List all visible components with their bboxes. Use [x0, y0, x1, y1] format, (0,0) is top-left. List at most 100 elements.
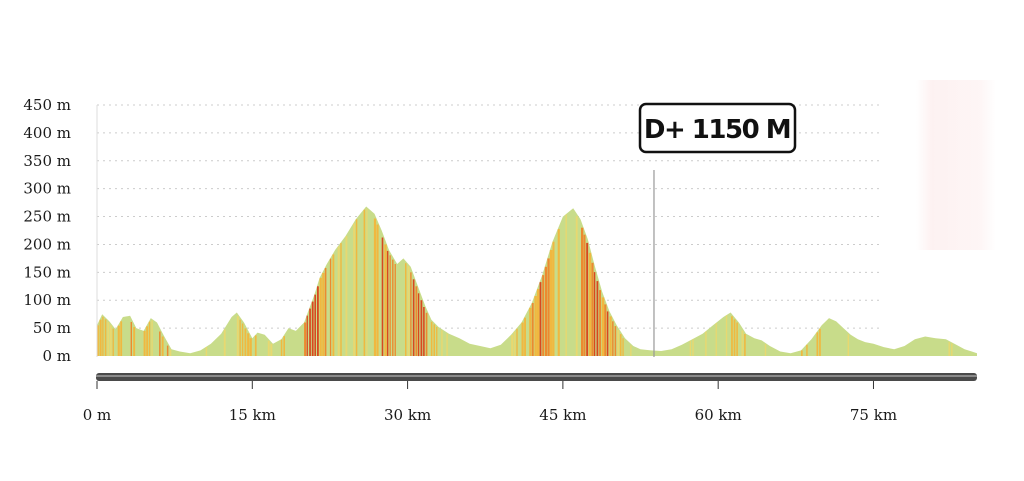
slope-stripe — [529, 307, 532, 356]
slope-stripe — [407, 266, 410, 356]
slope-stripe — [381, 237, 384, 356]
slope-stripe — [612, 321, 614, 356]
slope-stripe — [270, 343, 273, 356]
slope-stripe — [544, 266, 547, 356]
slope-stripe — [161, 336, 164, 356]
badge-text: D+ 1150 M — [644, 115, 790, 145]
slope-stripe — [283, 336, 285, 356]
slope-stripe — [386, 250, 389, 356]
slope-stripe — [764, 344, 767, 356]
x-axis-ticks: 0 m 15 km 30 km 45 km 60 km 75 km — [83, 381, 897, 424]
slope-stripe — [355, 219, 358, 356]
slope-stripe — [353, 223, 356, 356]
y-tick-label: 200 m — [23, 235, 71, 253]
slope-stripe — [304, 322, 307, 356]
slope-stripe — [244, 328, 247, 356]
slope-stripe — [547, 258, 550, 356]
slope-stripe — [513, 331, 516, 356]
slope-stripe — [581, 227, 584, 356]
slope-stripe — [617, 330, 620, 356]
x-tick-label: 30 km — [384, 406, 431, 424]
x-tick-label: 60 km — [695, 406, 742, 424]
slope-stripe — [575, 216, 578, 356]
slope-stripe — [102, 316, 104, 356]
slope-stripe — [593, 272, 596, 356]
slope-stripe — [801, 350, 803, 356]
slope-stripe — [309, 308, 311, 356]
slope-stripe — [117, 325, 120, 356]
slope-stripe — [311, 301, 314, 356]
slope-stripe — [340, 243, 342, 356]
slope-stripe — [604, 304, 607, 356]
slope-stripe — [614, 326, 617, 356]
slope-stripe — [337, 246, 340, 356]
grid-lines — [97, 104, 880, 329]
slope-stripe — [516, 328, 518, 356]
slope-stripe — [725, 315, 728, 356]
slope-stripe — [366, 208, 368, 356]
slope-stripe — [731, 316, 733, 356]
slope-stripe — [389, 255, 391, 356]
slope-stripe — [363, 209, 366, 356]
slope-stripe — [254, 335, 257, 356]
slope-stripe — [619, 334, 622, 356]
scroll-track-highlight — [96, 375, 977, 377]
slope-stripe — [531, 303, 534, 356]
slope-stripe — [205, 347, 208, 356]
slope-stripe — [317, 286, 319, 356]
slope-stripe — [249, 338, 252, 356]
elevation-area — [97, 206, 977, 357]
slope-stripe — [583, 234, 586, 356]
slope-stripe — [329, 258, 332, 356]
badge-frame — [638, 102, 797, 154]
y-axis-ticks: 0 m 50 m 100 m 150 m 200 m 250 m 300 m 350 m 400… — [23, 96, 71, 365]
slope-stripe — [104, 319, 107, 356]
slope-stripe — [542, 275, 545, 356]
slope-stripe — [314, 294, 316, 356]
y-tick-label: 350 m — [23, 152, 71, 170]
slope-stripe — [376, 224, 379, 356]
x-tick-label: 15 km — [229, 406, 276, 424]
slope-stripe — [847, 334, 849, 356]
slope-stripe — [436, 327, 438, 356]
slope-stripe — [744, 334, 746, 356]
slope-stripe — [511, 334, 514, 356]
slope-stripe — [394, 264, 396, 356]
slope-stripe — [236, 316, 239, 356]
slope-stripe — [159, 331, 161, 356]
slope-stripe — [392, 259, 394, 356]
slope-stripe — [606, 311, 609, 356]
slope-stripe — [736, 322, 738, 356]
slope-stripe — [130, 322, 132, 356]
slope-stripe — [430, 321, 433, 356]
slope-stripe — [410, 272, 412, 356]
slope-stripe — [112, 328, 114, 356]
slope-stripe — [107, 322, 110, 356]
slope-stripe — [948, 342, 950, 356]
slope-stripe — [166, 345, 169, 356]
slope-stripe — [588, 252, 592, 356]
slope-stripe — [267, 340, 270, 356]
slope-stripe — [169, 349, 172, 356]
slope-stripe — [120, 321, 123, 356]
slope-stripe — [586, 242, 589, 356]
x-tick-label: 45 km — [539, 406, 586, 424]
y-tick-label: 0 m — [42, 347, 71, 365]
slope-stripe — [441, 330, 443, 356]
slope-stripe — [591, 262, 594, 356]
slope-stripe — [433, 324, 435, 356]
x-tick-label: 0 m — [83, 406, 112, 424]
slope-stripe — [816, 332, 819, 356]
slope-stripe — [373, 218, 377, 356]
slope-stripe — [537, 289, 540, 356]
slope-stripe — [425, 312, 428, 356]
slope-stripe — [630, 345, 632, 356]
slope-stripe — [692, 339, 694, 356]
slope-stripe — [420, 300, 423, 356]
slope-stripe — [345, 236, 348, 356]
slope-stripe — [99, 319, 102, 356]
slope-stripe — [524, 317, 526, 356]
slope-stripe — [384, 244, 387, 356]
slope-stripe — [417, 293, 420, 357]
